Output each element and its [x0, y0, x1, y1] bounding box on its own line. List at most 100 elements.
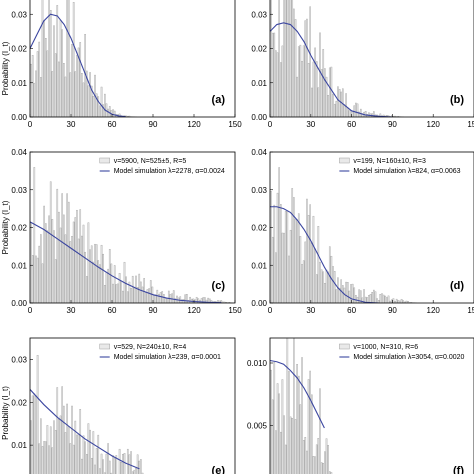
histogram-bar [379, 294, 382, 303]
histogram-bar [77, 434, 80, 474]
histogram-bar [346, 107, 349, 117]
histogram-bar [63, 405, 65, 474]
y-tick-label: 0.03 [11, 355, 27, 364]
histogram-bar [309, 6, 311, 117]
histogram-bar [335, 100, 338, 117]
histogram-bar [59, 227, 62, 303]
histogram-bar [324, 451, 326, 474]
histogram-bar [36, 51, 39, 117]
histogram-bar [95, 448, 98, 474]
histogram-bar [71, 44, 73, 117]
histogram-bar [281, 45, 284, 117]
histogram-bar [284, 211, 287, 303]
y-tick-label: 0.01 [11, 79, 27, 88]
histogram-bar [128, 115, 131, 117]
histogram-bar [87, 222, 90, 303]
legend-label: Model simulation λ=2278, α=0.0024 [114, 168, 225, 175]
histogram-bar [330, 472, 333, 474]
y-axis-label: Probability (I_t) [1, 200, 10, 254]
histogram-bar [314, 47, 316, 117]
histogram-bar [33, 393, 36, 474]
histogram-bar [166, 298, 168, 303]
x-tick-label: 90 [149, 306, 158, 315]
model-simulation-curve [270, 206, 379, 303]
y-tick-label: 0.02 [251, 45, 267, 54]
histogram-bar [104, 472, 106, 474]
x-tick-label: 30 [67, 306, 76, 315]
histogram-bar [294, 419, 297, 474]
panel-frame [29, 337, 236, 474]
histogram-bar [107, 108, 109, 117]
histogram-bar [291, 188, 294, 303]
histogram-bar [299, 236, 302, 303]
histogram-bar [271, 399, 274, 474]
histogram-bar [333, 103, 336, 117]
histogram-bar [46, 50, 49, 117]
histogram-bar [56, 387, 59, 474]
histogram-bar [33, 167, 36, 303]
histogram-bar [325, 269, 328, 303]
histogram-bar [337, 277, 339, 303]
histogram-bar [102, 459, 104, 474]
histogram-bar [74, 217, 77, 303]
histogram-bar [386, 297, 388, 303]
histogram-bar [325, 438, 328, 474]
histogram-bar [299, 44, 302, 117]
histogram-bar [102, 253, 104, 303]
histogram-bar [338, 287, 341, 303]
histogram-bar [140, 281, 142, 303]
histogram-bar [130, 288, 132, 303]
histogram-bar [87, 85, 90, 117]
histogram-bar [382, 294, 385, 303]
y-tick-label: 0.00 [251, 113, 267, 122]
model-simulation-curve [30, 389, 140, 470]
histogram-bar [94, 243, 96, 303]
histogram-bar [306, 450, 308, 474]
histogram-bar [346, 282, 349, 303]
histogram-bar [280, 204, 282, 303]
histogram-bar [41, 263, 44, 303]
histogram-bar [315, 444, 318, 474]
histogram-bar [311, 394, 313, 474]
histogram-bar [324, 283, 326, 303]
histogram-bar [100, 86, 103, 117]
histogram-bar [154, 294, 157, 303]
histogram-bar [90, 245, 93, 303]
panel-label: (d) [450, 280, 464, 292]
histogram-bar [314, 248, 316, 303]
histogram-bar [112, 455, 114, 474]
histogram-bar [156, 289, 159, 303]
histogram-bar [79, 42, 82, 117]
histogram-bar [110, 263, 113, 303]
histogram-bar [319, 388, 321, 474]
histogram-bar [386, 115, 388, 117]
histogram-bar [112, 109, 114, 117]
x-tick-label: 90 [149, 120, 158, 129]
histogram-bar [122, 454, 124, 474]
x-tick-label: 30 [306, 120, 315, 129]
histogram-bar [273, 32, 276, 117]
histogram-bar [286, 210, 289, 303]
histogram-bar [338, 89, 341, 117]
histogram-bar [59, 415, 62, 474]
histogram-bar [304, 437, 307, 474]
histogram-bar [364, 296, 367, 303]
histogram-bar [314, 456, 316, 474]
histogram-bar [184, 294, 187, 303]
histogram-bar [49, 10, 52, 117]
histogram-bar [125, 276, 127, 303]
histogram-bar [171, 293, 173, 303]
histogram-bar [38, 245, 41, 303]
histogram-bar [72, 221, 75, 303]
histogram-bar [81, 458, 83, 474]
histogram-bar [72, 2, 75, 117]
histogram-bar [399, 300, 401, 303]
histogram-bar [97, 260, 100, 303]
histogram-bar [104, 285, 106, 303]
histogram-bar [33, 82, 36, 117]
histogram-bar [281, 232, 284, 303]
histogram-bar [48, 445, 50, 474]
histogram-bar [283, 232, 285, 303]
histogram-bar [95, 244, 98, 303]
histogram-bar [276, 192, 279, 303]
